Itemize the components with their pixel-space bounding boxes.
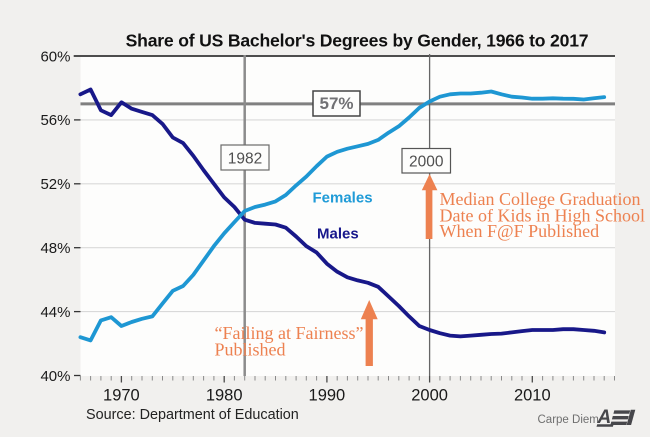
svg-text:60%: 60% <box>40 48 70 65</box>
svg-text:2000: 2000 <box>409 154 444 171</box>
svg-text:52%: 52% <box>40 176 70 193</box>
svg-text:1982: 1982 <box>228 150 262 167</box>
svg-text:Date of Kids in High School: Date of Kids in High School <box>440 206 645 226</box>
svg-text:48%: 48% <box>40 240 70 257</box>
svg-text:2010: 2010 <box>514 387 551 405</box>
svg-text:57%: 57% <box>319 94 353 113</box>
svg-text:1980: 1980 <box>206 387 243 405</box>
svg-text:Males: Males <box>317 225 359 242</box>
svg-text:1970: 1970 <box>103 387 140 405</box>
svg-text:When F@F Published: When F@F Published <box>440 221 600 241</box>
svg-text:A: A <box>597 407 612 428</box>
svg-text:1990: 1990 <box>309 387 346 405</box>
svg-text:Carpe Diem: Carpe Diem <box>538 414 599 426</box>
svg-text:Source: Department of Educatio: Source: Department of Education <box>86 407 299 423</box>
svg-text:Published: Published <box>215 340 286 360</box>
svg-text:40%: 40% <box>40 368 70 385</box>
svg-text:Females: Females <box>313 189 373 206</box>
svg-text:44%: 44% <box>40 304 70 321</box>
svg-text:Share of US Bachelor's Degrees: Share of US Bachelor's Degrees by Gender… <box>126 31 589 51</box>
svg-text:Median College Graduation: Median College Graduation <box>440 189 641 209</box>
svg-text:56%: 56% <box>40 112 70 129</box>
svg-text:2000: 2000 <box>411 387 448 405</box>
svg-text:“Failing at Fairness”: “Failing at Fairness” <box>215 323 364 343</box>
